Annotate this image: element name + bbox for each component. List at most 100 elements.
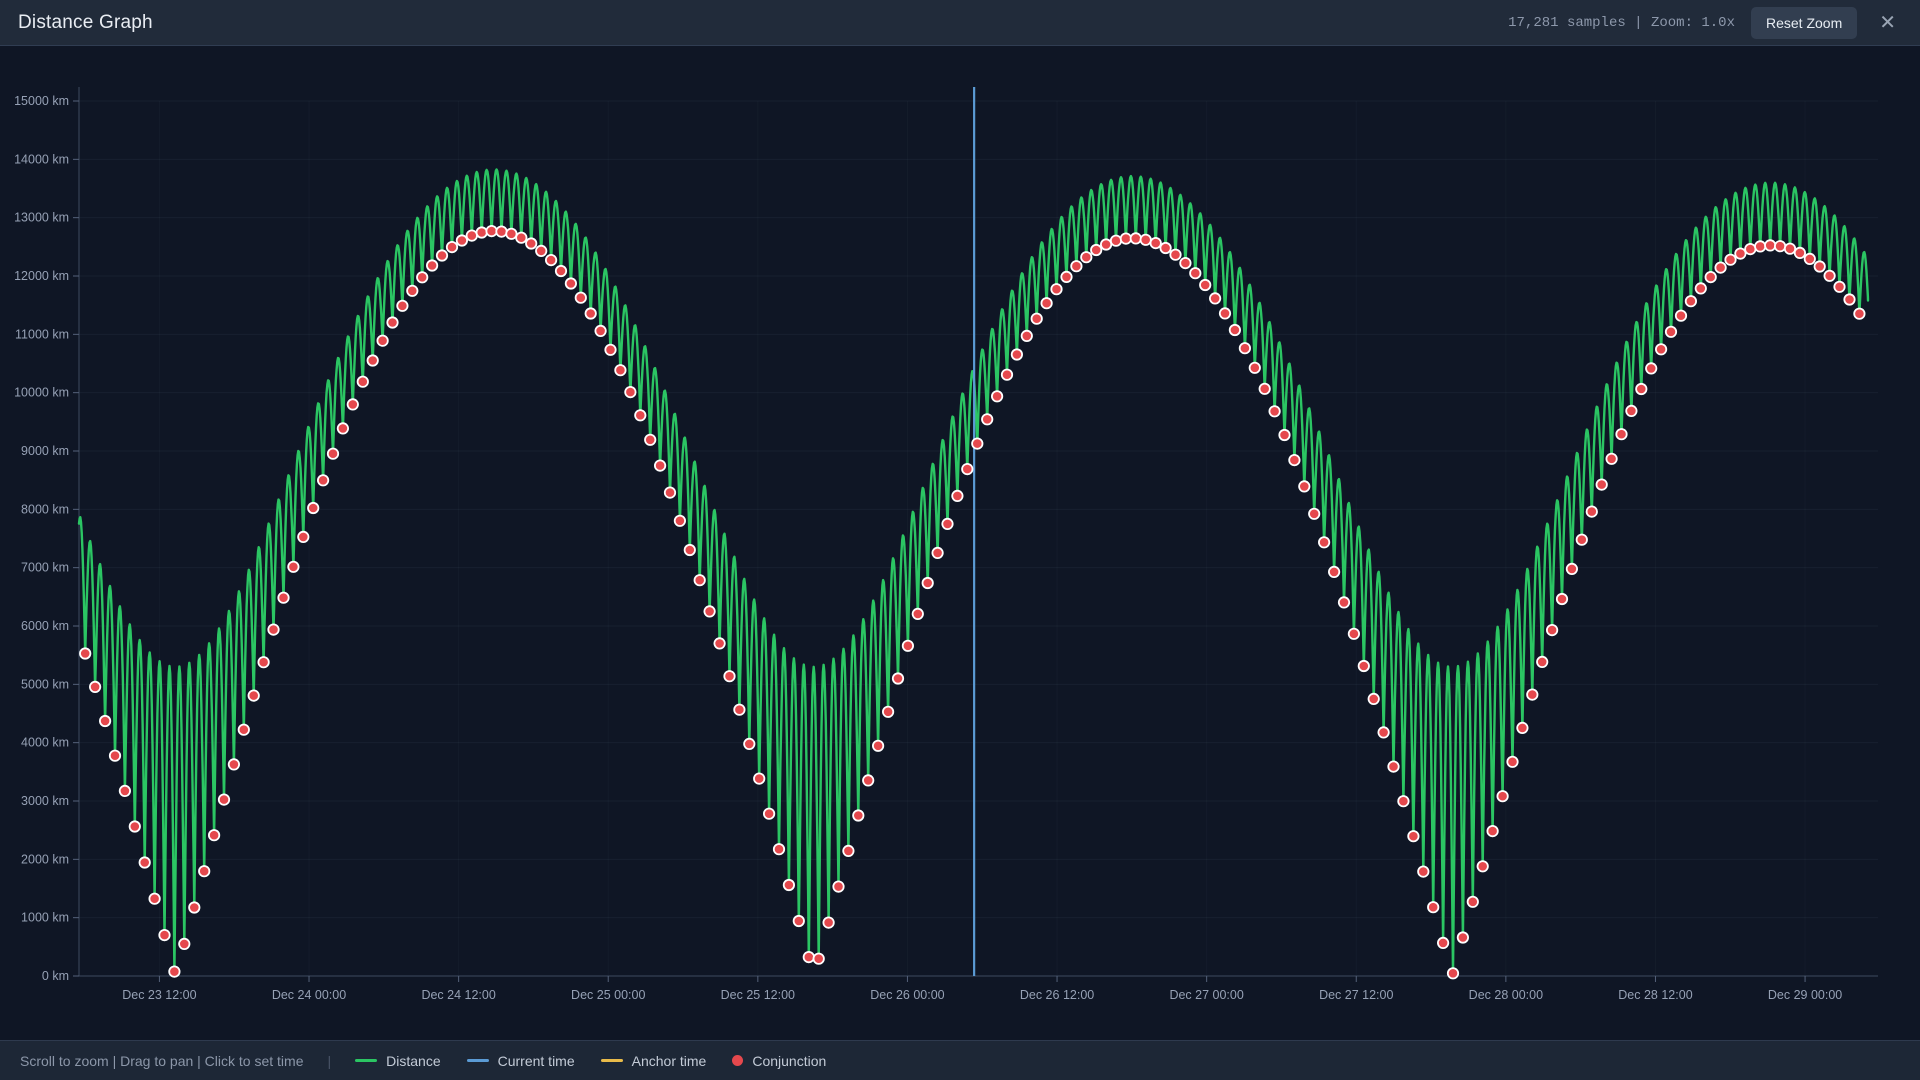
conjunction-dot[interactable] [704, 606, 714, 616]
conjunction-dot[interactable] [724, 671, 734, 681]
conjunction-dot[interactable] [179, 939, 189, 949]
conjunction-dot[interactable] [110, 751, 120, 761]
conjunction-dot[interactable] [952, 491, 962, 501]
conjunction-dot[interactable] [1567, 564, 1577, 574]
conjunction-dot[interactable] [1438, 938, 1448, 948]
conjunction-dot[interactable] [893, 673, 903, 683]
conjunction-dot[interactable] [1735, 248, 1745, 258]
conjunction-dot[interactable] [853, 810, 863, 820]
conjunction-dot[interactable] [1051, 284, 1061, 294]
conjunction-dot[interactable] [1190, 268, 1200, 278]
conjunction-dot[interactable] [516, 233, 526, 243]
conjunction-dot[interactable] [1012, 349, 1022, 359]
conjunction-dot[interactable] [1636, 384, 1646, 394]
conjunction-dot[interactable] [1369, 694, 1379, 704]
conjunction-dot[interactable] [1824, 271, 1834, 281]
conjunction-dot[interactable] [665, 487, 675, 497]
conjunction-dot[interactable] [556, 266, 566, 276]
conjunction-dot[interactable] [298, 532, 308, 542]
conjunction-dot[interactable] [1626, 406, 1636, 416]
conjunction-dot[interactable] [496, 226, 506, 236]
conjunction-dot[interactable] [982, 414, 992, 424]
conjunction-dot[interactable] [328, 449, 338, 459]
conjunction-dot[interactable] [1448, 968, 1458, 978]
conjunction-dot[interactable] [1388, 761, 1398, 771]
conjunction-dot[interactable] [1022, 331, 1032, 341]
conjunction-dot[interactable] [1378, 727, 1388, 737]
conjunction-dot[interactable] [1666, 327, 1676, 337]
conjunction-dot[interactable] [140, 857, 150, 867]
conjunction-dot[interactable] [1487, 826, 1497, 836]
conjunction-dot[interactable] [655, 460, 665, 470]
conjunction-dot[interactable] [1656, 344, 1666, 354]
conjunction-dot[interactable] [1359, 661, 1369, 671]
conjunction-dot[interactable] [100, 716, 110, 726]
conjunction-dot[interactable] [1844, 294, 1854, 304]
conjunction-dot[interactable] [883, 707, 893, 717]
conjunction-dot[interactable] [1299, 481, 1309, 491]
conjunction-dot[interactable] [338, 423, 348, 433]
conjunction-dot[interactable] [536, 246, 546, 256]
conjunction-dot[interactable] [437, 250, 447, 260]
conjunction-dot[interactable] [219, 794, 229, 804]
conjunction-dot[interactable] [258, 657, 268, 667]
conjunction-dot[interactable] [1557, 594, 1567, 604]
conjunction-dot[interactable] [1329, 567, 1339, 577]
conjunction-dot[interactable] [1577, 535, 1587, 545]
conjunction-dot[interactable] [486, 226, 496, 236]
conjunction-dot[interactable] [1428, 902, 1438, 912]
conjunction-dot[interactable] [774, 844, 784, 854]
conjunction-dot[interactable] [1785, 244, 1795, 254]
conjunction-dot[interactable] [1398, 796, 1408, 806]
conjunction-dot[interactable] [1180, 258, 1190, 268]
conjunction-dot[interactable] [1795, 248, 1805, 258]
conjunction-dot[interactable] [1715, 262, 1725, 272]
conjunction-dot[interactable] [1478, 861, 1488, 871]
conjunction-dot[interactable] [1091, 245, 1101, 255]
conjunction-dot[interactable] [1616, 429, 1626, 439]
conjunction-dot[interactable] [1170, 250, 1180, 260]
conjunction-dot[interactable] [189, 902, 199, 912]
reset-zoom-button[interactable]: Reset Zoom [1751, 7, 1857, 39]
close-button[interactable]: ✕ [1873, 9, 1902, 37]
conjunction-dot[interactable] [754, 773, 764, 783]
conjunction-dot[interactable] [576, 293, 586, 303]
conjunction-dot[interactable] [1121, 233, 1131, 243]
conjunction-dot[interactable] [1240, 343, 1250, 353]
conjunction-dot[interactable] [308, 503, 318, 513]
conjunction-dot[interactable] [1131, 233, 1141, 243]
conjunction-dot[interactable] [1745, 244, 1755, 254]
conjunction-dot[interactable] [685, 545, 695, 555]
conjunction-dot[interactable] [645, 435, 655, 445]
conjunction-dot[interactable] [1041, 298, 1051, 308]
conjunction-dot[interactable] [368, 355, 378, 365]
conjunction-dot[interactable] [1765, 240, 1775, 250]
conjunction-dot[interactable] [427, 260, 437, 270]
conjunction-dot[interactable] [1834, 282, 1844, 292]
conjunction-dot[interactable] [1696, 283, 1706, 293]
conjunction-dot[interactable] [932, 548, 942, 558]
conjunction-dot[interactable] [268, 624, 278, 634]
conjunction-dot[interactable] [1547, 625, 1557, 635]
conjunction-dot[interactable] [1686, 296, 1696, 306]
conjunction-dot[interactable] [1339, 597, 1349, 607]
conjunction-dot[interactable] [318, 475, 328, 485]
conjunction-dot[interactable] [814, 954, 824, 964]
conjunction-dot[interactable] [1527, 689, 1537, 699]
conjunction-dot[interactable] [972, 438, 982, 448]
conjunction-dot[interactable] [1141, 235, 1151, 245]
conjunction-dot[interactable] [1032, 314, 1042, 324]
conjunction-dot[interactable] [992, 391, 1002, 401]
conjunction-dot[interactable] [903, 641, 913, 651]
conjunction-dot[interactable] [734, 705, 744, 715]
conjunction-dot[interactable] [873, 741, 883, 751]
conjunction-dot[interactable] [1587, 506, 1597, 516]
conjunction-dot[interactable] [605, 345, 615, 355]
conjunction-dot[interactable] [1289, 455, 1299, 465]
conjunction-dot[interactable] [120, 786, 130, 796]
conjunction-dot[interactable] [1517, 723, 1527, 733]
conjunction-dot[interactable] [149, 894, 159, 904]
distance-chart[interactable]: 0 km1000 km2000 km3000 km4000 km5000 km6… [0, 46, 1920, 1039]
conjunction-dot[interactable] [377, 336, 387, 346]
conjunction-dot[interactable] [1706, 272, 1716, 282]
